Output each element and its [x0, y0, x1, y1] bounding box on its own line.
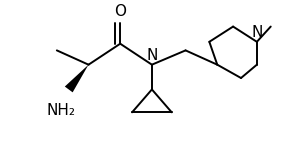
Text: N: N [146, 48, 158, 63]
Text: N: N [251, 25, 262, 40]
Text: O: O [114, 4, 126, 19]
Polygon shape [65, 65, 89, 92]
Text: NH₂: NH₂ [46, 103, 75, 118]
